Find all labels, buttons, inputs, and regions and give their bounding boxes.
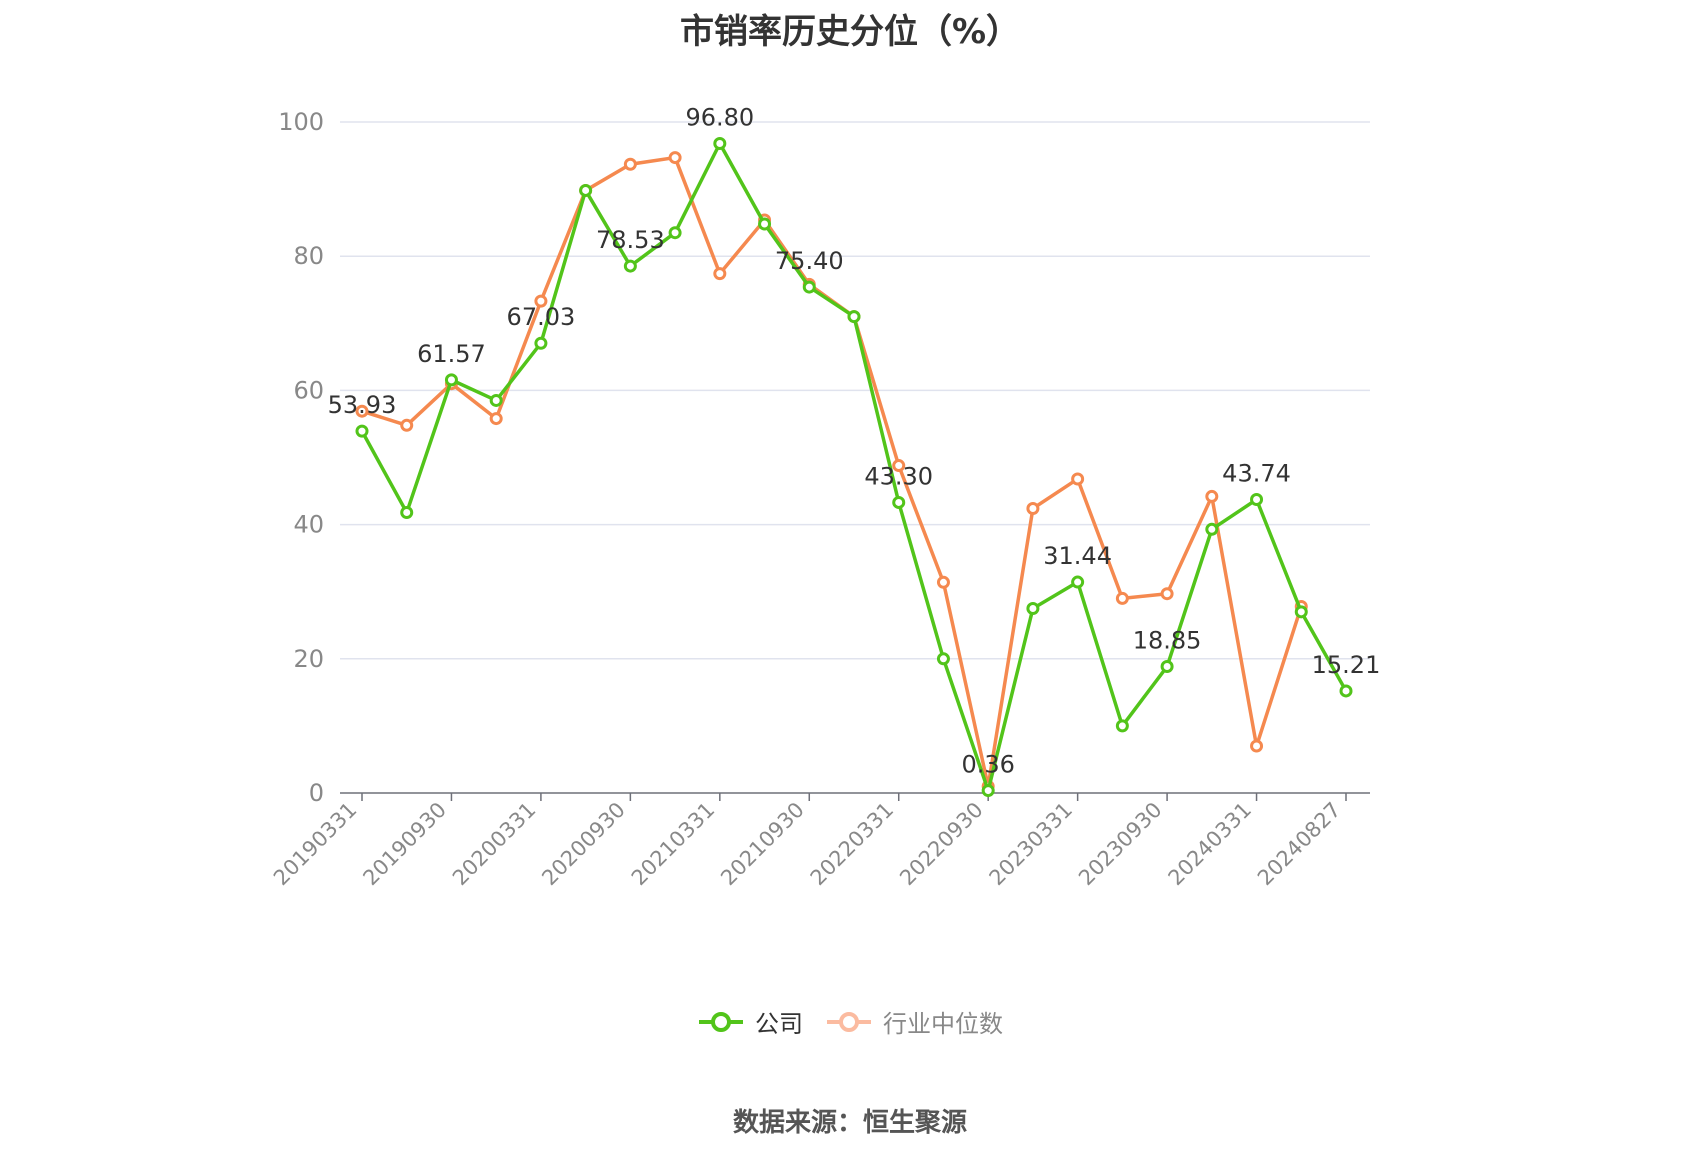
x-tick-label: 20220331 bbox=[806, 798, 899, 891]
company-point bbox=[758, 217, 772, 231]
company-point bbox=[713, 136, 727, 150]
company-point bbox=[534, 336, 548, 350]
industry-point bbox=[1071, 472, 1085, 486]
company-data-label: 61.57 bbox=[417, 340, 486, 368]
y-tick-label: 20 bbox=[293, 645, 324, 673]
company-point bbox=[623, 259, 637, 273]
legend-item-company[interactable]: 公司 bbox=[697, 1004, 803, 1039]
industry-point bbox=[400, 418, 414, 432]
y-tick-label: 100 bbox=[278, 108, 324, 136]
company-data-label: 31.44 bbox=[1043, 542, 1112, 570]
company-data-label: 0.36 bbox=[961, 751, 1014, 779]
x-tick-label: 20210930 bbox=[716, 798, 809, 891]
y-tick-label: 40 bbox=[293, 511, 324, 539]
company-data-label: 15.21 bbox=[1312, 651, 1381, 679]
chart-title: 市销率历史分位（%） bbox=[679, 12, 1021, 52]
industry-point bbox=[713, 267, 727, 281]
x-tick-label: 20240827 bbox=[1253, 798, 1346, 891]
legend-item-industry-median[interactable]: 行业中位数 bbox=[825, 1004, 1003, 1039]
company-point bbox=[802, 280, 816, 294]
company-point bbox=[1026, 601, 1040, 615]
industry-point bbox=[936, 575, 950, 589]
legend-industry-marker-icon bbox=[827, 1011, 871, 1032]
company-data-label: 67.03 bbox=[507, 303, 576, 331]
x-tick-label: 20220930 bbox=[895, 798, 988, 891]
company-series-line bbox=[360, 141, 1348, 793]
industry-point bbox=[355, 404, 369, 418]
company-point bbox=[1205, 522, 1219, 536]
company-point bbox=[579, 183, 593, 197]
company-point bbox=[355, 424, 369, 438]
company-point bbox=[668, 226, 682, 240]
company-data-label: 96.80 bbox=[685, 103, 754, 131]
company-point bbox=[489, 393, 503, 407]
company-data-label: 78.53 bbox=[596, 226, 665, 254]
x-tick-label: 20240331 bbox=[1164, 798, 1257, 891]
company-point bbox=[892, 495, 906, 509]
industry-point bbox=[489, 412, 503, 426]
company-point bbox=[1339, 684, 1353, 698]
data-source-note: 数据来源：恒生聚源 bbox=[732, 1108, 967, 1138]
industry-point bbox=[1026, 501, 1040, 515]
company-point bbox=[1071, 575, 1085, 589]
company-point bbox=[1250, 493, 1264, 507]
y-tick-label: 0 bbox=[309, 779, 324, 807]
company-point bbox=[400, 506, 414, 520]
company-point bbox=[936, 652, 950, 666]
x-tick-label: 20200331 bbox=[448, 798, 541, 891]
industry-point bbox=[668, 151, 682, 165]
company-point bbox=[1294, 605, 1308, 619]
company-data-label: 53.93 bbox=[328, 391, 397, 419]
industry-point bbox=[1205, 489, 1219, 503]
company-point bbox=[1115, 719, 1129, 733]
x-tick-label: 20200930 bbox=[537, 798, 630, 891]
company-point bbox=[981, 784, 995, 798]
industry-point bbox=[623, 157, 637, 171]
company-data-label: 43.30 bbox=[864, 462, 933, 490]
industry-point bbox=[1160, 587, 1174, 601]
y-tick-label: 80 bbox=[293, 242, 324, 270]
industry-point bbox=[892, 459, 906, 473]
data-labels: 53.93 61.57 67.03 78.53 96.80 75.40 43.30 0.36 3… bbox=[328, 103, 1381, 778]
series-lines bbox=[355, 136, 1353, 798]
legend-company-label: 公司 bbox=[755, 1010, 803, 1038]
legend: 公司 行业中位数 bbox=[0, 1004, 1700, 1039]
industry-point bbox=[534, 294, 548, 308]
company-point bbox=[847, 310, 861, 324]
x-tick-label: 20190930 bbox=[358, 798, 451, 891]
x-tick-label: 20230331 bbox=[985, 798, 1078, 891]
axes: 0 20 40 60 80 100 2019033120190930202003312020… bbox=[269, 108, 1370, 890]
x-tick-label: 20230930 bbox=[1074, 798, 1167, 891]
company-data-label: 18.85 bbox=[1133, 627, 1202, 655]
company-data-label: 43.74 bbox=[1222, 460, 1291, 488]
legend-industry-label: 行业中位数 bbox=[883, 1010, 1003, 1038]
legend-company-marker-icon bbox=[699, 1011, 743, 1032]
company-data-label: 75.40 bbox=[775, 247, 844, 275]
grid-lines bbox=[340, 121, 1370, 660]
x-tick-label: 20210331 bbox=[627, 798, 720, 891]
y-tick-label: 60 bbox=[293, 376, 324, 404]
company-point bbox=[1160, 660, 1174, 674]
x-tick-label: 20190331 bbox=[269, 798, 362, 891]
company-point bbox=[444, 373, 458, 387]
industry-point bbox=[1115, 591, 1129, 605]
industry-point bbox=[1250, 739, 1264, 753]
